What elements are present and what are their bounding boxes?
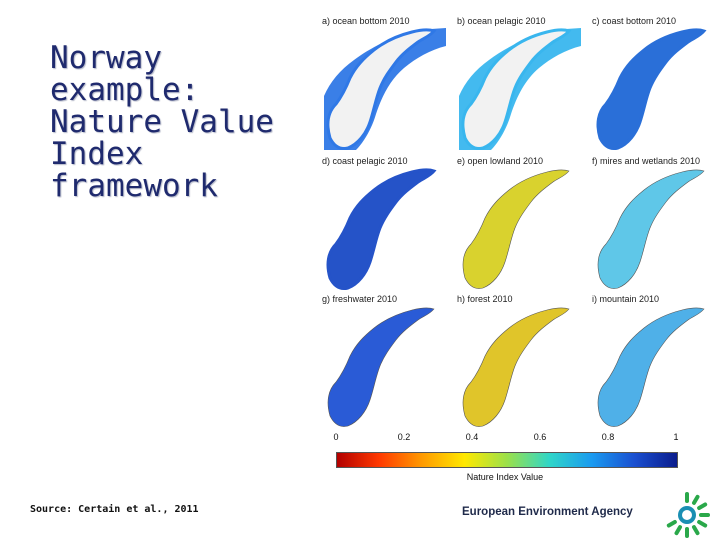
colorbar-tick-label: 0.2 (397, 432, 411, 442)
norway-map (596, 28, 707, 150)
map-panel: f) mires and wetlands 2010 (590, 156, 718, 291)
colorbar-title: Nature Index Value (466, 472, 544, 482)
colorbar (336, 452, 678, 468)
title-line: example: (50, 72, 200, 108)
map-panel-label: h) forest 2010 (457, 294, 513, 304)
title-line: Norway (50, 40, 162, 76)
norway-map (459, 28, 581, 150)
eea-footer: European Environment Agency (458, 490, 720, 540)
colorbar-legend: 0 0.2 0.4 0.6 0.8 1 Nature Index Value (320, 432, 690, 484)
norway-map (324, 28, 446, 150)
map-panel-label: a) ocean bottom 2010 (322, 16, 410, 26)
map-panel-label: g) freshwater 2010 (322, 294, 398, 304)
colorbar-tick-label: 1 (673, 432, 679, 442)
eea-logo-icon (666, 492, 710, 538)
colorbar-tick-label: 0.6 (533, 432, 547, 442)
map-panel-label: i) mountain 2010 (592, 294, 660, 304)
colorbar-tick-label: 0.8 (601, 432, 615, 442)
title-line: Nature Value (50, 104, 274, 140)
map-panel-label: b) ocean pelagic 2010 (457, 16, 546, 26)
map-panel: b) ocean pelagic 2010 (455, 16, 583, 151)
agency-name: European Environment Agency (462, 506, 633, 518)
title-line: framework (50, 168, 218, 204)
map-panel-label: d) coast pelagic 2010 (322, 156, 408, 166)
norway-map (597, 169, 705, 289)
map-panel-label: e) open lowland 2010 (457, 156, 544, 166)
norway-map (462, 169, 570, 289)
map-panel: i) mountain 2010 (590, 294, 718, 429)
map-panel-label: c) coast bottom 2010 (592, 16, 677, 26)
map-panel: h) forest 2010 (455, 294, 583, 429)
norway-map (597, 307, 705, 427)
norway-map (462, 307, 570, 427)
norway-map (327, 307, 435, 427)
norway-map (326, 168, 437, 290)
map-panel-label: f) mires and wetlands 2010 (592, 156, 701, 166)
colorbar-tick-label: 0.4 (465, 432, 479, 442)
map-panel: a) ocean bottom 2010 (320, 16, 448, 151)
colorbar-tick-label: 0 (333, 432, 339, 442)
map-panel: d) coast pelagic 2010 (320, 156, 448, 291)
map-panel: g) freshwater 2010 (320, 294, 448, 429)
slide-title: Norway example: Nature Value Index framework (50, 42, 300, 202)
map-panel: c) coast bottom 2010 (590, 16, 718, 151)
source-citation: Source: Certain et al., 2011 (30, 504, 199, 515)
title-line: Index (50, 136, 144, 172)
map-panel: e) open lowland 2010 (455, 156, 583, 291)
